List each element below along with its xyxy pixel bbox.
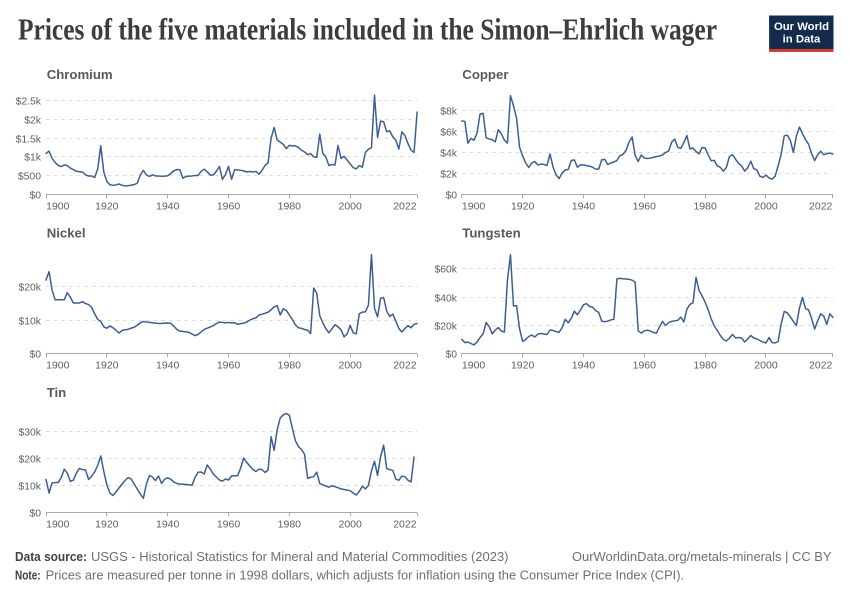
svg-text:Copper: Copper: [462, 67, 508, 82]
svg-text:2022: 2022: [393, 519, 417, 531]
svg-text:Tungsten: Tungsten: [462, 226, 520, 241]
svg-text:1980: 1980: [278, 519, 302, 531]
svg-text:2000: 2000: [339, 201, 363, 213]
svg-text:$2k: $2k: [24, 116, 42, 127]
svg-text:2022: 2022: [809, 360, 833, 372]
svg-text:1960: 1960: [633, 201, 657, 213]
svg-text:$40k: $40k: [434, 294, 457, 305]
svg-text:$0: $0: [29, 509, 41, 520]
svg-text:$20k: $20k: [18, 455, 41, 466]
svg-text:Prices are measured per tonne: Prices are measured per tonne in 1998 do…: [46, 567, 685, 582]
svg-text:Our World: Our World: [774, 21, 829, 33]
svg-text:1920: 1920: [95, 360, 119, 372]
svg-text:$0: $0: [445, 350, 457, 361]
svg-text:1940: 1940: [572, 201, 596, 213]
svg-text:$20k: $20k: [18, 283, 41, 294]
svg-text:$2.5k: $2.5k: [16, 97, 42, 108]
svg-text:Data source:: Data source:: [15, 549, 87, 564]
svg-text:1920: 1920: [511, 201, 535, 213]
svg-text:Prices of the five materials i: Prices of the five materials included in…: [18, 13, 717, 47]
svg-text:$0: $0: [29, 350, 41, 361]
svg-text:2022: 2022: [393, 201, 417, 213]
svg-text:1940: 1940: [156, 360, 180, 372]
svg-text:1940: 1940: [572, 360, 596, 372]
svg-text:1980: 1980: [693, 360, 717, 372]
svg-text:1900: 1900: [46, 201, 70, 213]
svg-text:1980: 1980: [693, 201, 717, 213]
svg-text:1980: 1980: [278, 201, 302, 213]
svg-text:1980: 1980: [278, 360, 302, 372]
svg-text:Nickel: Nickel: [47, 226, 86, 241]
svg-text:$2k: $2k: [440, 170, 458, 181]
svg-text:USGS - Historical Statistics f: USGS - Historical Statistics for Mineral…: [91, 549, 509, 564]
svg-text:Chromium: Chromium: [47, 67, 113, 82]
svg-text:$60k: $60k: [434, 265, 457, 276]
svg-text:$10k: $10k: [18, 317, 41, 328]
svg-text:1920: 1920: [95, 519, 119, 531]
svg-text:$1k: $1k: [24, 153, 42, 164]
svg-text:1960: 1960: [217, 519, 241, 531]
svg-text:$20k: $20k: [434, 322, 457, 333]
svg-text:OurWorldinData.org/metals-mine: OurWorldinData.org/metals-minerals | CC …: [572, 549, 832, 564]
svg-text:2000: 2000: [339, 519, 363, 531]
svg-text:1900: 1900: [46, 360, 70, 372]
svg-text:2022: 2022: [809, 201, 833, 213]
svg-text:$0: $0: [29, 191, 41, 202]
svg-text:2022: 2022: [393, 360, 417, 372]
svg-text:1960: 1960: [217, 201, 241, 213]
svg-text:1900: 1900: [46, 519, 70, 531]
svg-text:1940: 1940: [156, 201, 180, 213]
svg-text:$30k: $30k: [18, 428, 41, 439]
svg-text:1900: 1900: [462, 201, 486, 213]
svg-text:2000: 2000: [754, 360, 778, 372]
svg-text:Tin: Tin: [47, 385, 67, 400]
svg-text:1900: 1900: [462, 360, 486, 372]
svg-text:2000: 2000: [754, 201, 778, 213]
svg-text:1920: 1920: [95, 201, 119, 213]
svg-text:1960: 1960: [633, 360, 657, 372]
svg-text:$4k: $4k: [440, 149, 458, 160]
svg-text:$1.5k: $1.5k: [16, 135, 42, 146]
svg-text:in Data: in Data: [783, 33, 821, 45]
svg-text:$0: $0: [445, 191, 457, 202]
svg-text:Note:: Note:: [15, 567, 41, 582]
svg-text:$6k: $6k: [440, 128, 458, 139]
svg-text:$10k: $10k: [18, 482, 41, 493]
svg-text:1960: 1960: [217, 360, 241, 372]
svg-text:$8k: $8k: [440, 107, 458, 118]
svg-text:2000: 2000: [339, 360, 363, 372]
svg-text:$500: $500: [18, 172, 41, 183]
svg-text:1920: 1920: [511, 360, 535, 372]
svg-text:1940: 1940: [156, 519, 180, 531]
